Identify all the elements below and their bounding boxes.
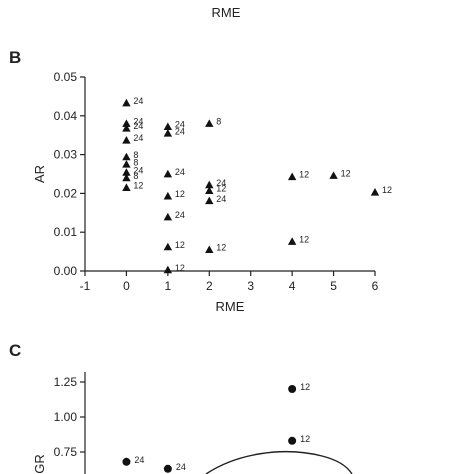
data-point-label: 24 bbox=[175, 167, 185, 177]
data-point-circle bbox=[163, 464, 172, 473]
data-point-label: 12 bbox=[133, 181, 143, 191]
data-point-label: 12 bbox=[216, 243, 226, 253]
data-point-label: 24 bbox=[216, 194, 226, 204]
data-point-label: 24 bbox=[133, 165, 143, 175]
data-point-triangle bbox=[163, 169, 173, 178]
x-tick-label: 4 bbox=[289, 279, 296, 293]
data-point-triangle bbox=[329, 171, 338, 179]
data-point-triangle bbox=[122, 124, 131, 132]
data-point-label: 8 bbox=[133, 171, 138, 181]
data-point-triangle bbox=[205, 186, 214, 195]
data-point-label: 8 bbox=[216, 117, 221, 127]
data-point-label: 12 bbox=[300, 382, 310, 392]
x-tick-label: -1 bbox=[80, 279, 91, 293]
top-fragment-xlabel: RME bbox=[212, 5, 241, 20]
data-point-triangle bbox=[122, 98, 131, 107]
x-tick-label: 0 bbox=[123, 279, 130, 293]
data-point-label: 12 bbox=[300, 434, 310, 444]
x-tick-label: 3 bbox=[247, 279, 254, 293]
data-point-triangle bbox=[205, 180, 214, 189]
data-point-label: 24 bbox=[175, 120, 185, 130]
x-tick-label: 1 bbox=[165, 279, 172, 293]
x-tick-label: 5 bbox=[330, 279, 337, 293]
data-point-triangle bbox=[122, 168, 131, 176]
data-point-triangle bbox=[287, 172, 297, 181]
y-tick-label: 0.05 bbox=[54, 70, 78, 84]
panel-c-y-ticks: 1.25 1.00 0.75 bbox=[54, 375, 85, 459]
data-point-triangle bbox=[163, 212, 173, 221]
data-point-label: 24 bbox=[216, 178, 226, 188]
y-tick-label: 0.03 bbox=[54, 148, 78, 162]
data-point-triangle bbox=[122, 160, 131, 168]
data-point-triangle bbox=[205, 196, 214, 205]
x-tick-label: 2 bbox=[206, 279, 213, 293]
data-point-triangle bbox=[122, 152, 131, 161]
data-point-triangle bbox=[287, 237, 297, 245]
data-point-label: 8 bbox=[133, 157, 138, 167]
data-point-triangle bbox=[205, 119, 214, 127]
data-point-label: 12 bbox=[382, 185, 392, 195]
data-point-label: 24 bbox=[175, 210, 185, 220]
data-point-label: 12 bbox=[341, 169, 351, 179]
data-point-label: 8 bbox=[133, 150, 138, 160]
panel-c-scatter: C 1.25 1.00 0.75 12 12 24 24 GR bbox=[9, 341, 353, 474]
data-point-triangle bbox=[122, 119, 131, 127]
data-point-triangle bbox=[163, 129, 173, 137]
data-point-triangle bbox=[163, 265, 173, 274]
data-point-triangle bbox=[122, 136, 131, 144]
data-point-label: 24 bbox=[175, 126, 185, 136]
y-tick-label: 0.75 bbox=[54, 445, 78, 459]
panel-c-fit-curve bbox=[205, 451, 353, 474]
data-point-label: 24 bbox=[133, 96, 143, 106]
panel-b-y-ticks: 0.00 0.01 0.02 0.03 0.04 0.05 bbox=[54, 70, 85, 278]
y-tick-label: 0.00 bbox=[54, 264, 78, 278]
y-tick-label: 1.00 bbox=[54, 410, 78, 424]
panel-c-y-title: GR bbox=[32, 454, 47, 474]
panel-c-points: 12 12 24 24 bbox=[122, 382, 310, 473]
data-point-circle bbox=[288, 385, 297, 393]
data-point-triangle bbox=[163, 242, 173, 251]
data-point-label: 12 bbox=[216, 184, 226, 194]
data-point-triangle bbox=[370, 188, 380, 196]
data-point-label: 24 bbox=[176, 462, 186, 472]
panel-b-letter: B bbox=[9, 48, 21, 67]
data-point-label: 24 bbox=[134, 455, 144, 465]
data-point-label: 24 bbox=[133, 133, 143, 143]
data-point-label: 12 bbox=[175, 189, 185, 199]
data-point-circle bbox=[122, 457, 131, 466]
y-tick-label: 1.25 bbox=[54, 375, 78, 389]
data-point-triangle bbox=[122, 173, 131, 182]
y-tick-label: 0.01 bbox=[54, 225, 78, 239]
data-point-circle bbox=[288, 436, 297, 445]
data-point-label: 12 bbox=[175, 240, 185, 250]
data-point-label: 24 bbox=[133, 121, 143, 131]
panel-c-letter: C bbox=[9, 341, 21, 360]
panel-b-scatter: B 0.000.010.020.030.040.05 -1 0 1 2 3 4 5 6 242… bbox=[9, 48, 392, 314]
panel-b-y-title: AR bbox=[32, 165, 47, 183]
y-tick-label: 0.04 bbox=[54, 109, 78, 123]
data-point-triangle bbox=[122, 183, 131, 191]
panel-b-x-title: RME bbox=[216, 299, 245, 314]
data-point-triangle bbox=[205, 245, 214, 254]
data-point-label: 24 bbox=[133, 117, 143, 127]
data-point-triangle bbox=[163, 122, 173, 131]
data-point-label: 12 bbox=[175, 263, 185, 273]
panel-b-x-ticks: -1 0 1 2 3 4 5 6 bbox=[80, 271, 379, 293]
data-point-label: 12 bbox=[299, 235, 309, 245]
x-tick-label: 6 bbox=[372, 279, 379, 293]
data-point-label: 12 bbox=[299, 170, 309, 180]
data-point-triangle bbox=[163, 191, 173, 200]
y-tick-label: 0.02 bbox=[54, 186, 78, 200]
panel-b-points: 2424242488248122424241224121282412241212… bbox=[122, 96, 392, 274]
